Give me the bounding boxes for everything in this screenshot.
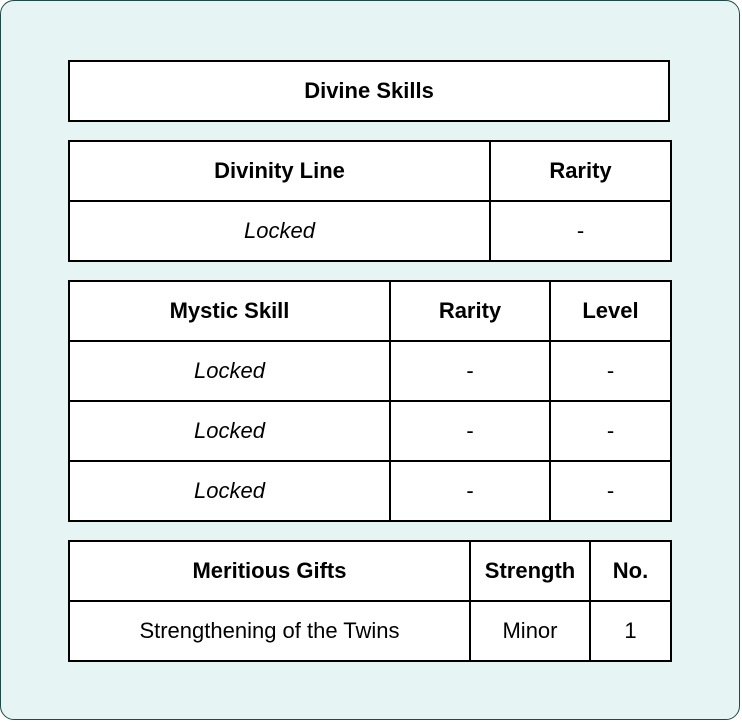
- table-header-row: Meritious Gifts Strength No.: [68, 540, 672, 602]
- table-row: Strengthening of the Twins Minor 1: [68, 600, 672, 662]
- header-strength: Strength: [469, 540, 591, 602]
- header-rarity: Rarity: [389, 280, 551, 342]
- rarity-value: -: [489, 200, 672, 262]
- header-mystic-skill: Mystic Skill: [68, 280, 391, 342]
- mystic-skill-table: Mystic Skill Rarity Level Locked - - Loc…: [68, 280, 672, 522]
- table-header-row: Mystic Skill Rarity Level: [68, 280, 672, 342]
- strength-value: Minor: [469, 600, 591, 662]
- page-title: Divine Skills: [68, 60, 670, 122]
- header-rarity: Rarity: [489, 140, 672, 202]
- gift-name-value: Strengthening of the Twins: [68, 600, 471, 662]
- header-level: Level: [549, 280, 672, 342]
- table-row: Locked - -: [68, 340, 672, 402]
- header-divinity-line: Divinity Line: [68, 140, 491, 202]
- mystic-skill-value: Locked: [68, 340, 391, 402]
- table-row: Locked - -: [68, 460, 672, 522]
- rarity-value: -: [389, 400, 551, 462]
- level-value: -: [549, 400, 672, 462]
- rarity-value: -: [389, 340, 551, 402]
- number-value: 1: [589, 600, 672, 662]
- header-meritious-gifts: Meritious Gifts: [68, 540, 471, 602]
- table-row: Locked - -: [68, 400, 672, 462]
- rarity-value: -: [389, 460, 551, 522]
- header-number: No.: [589, 540, 672, 602]
- mystic-skill-value: Locked: [68, 460, 391, 522]
- divinity-line-value: Locked: [68, 200, 491, 262]
- mystic-skill-value: Locked: [68, 400, 391, 462]
- level-value: -: [549, 460, 672, 522]
- level-value: -: [549, 340, 672, 402]
- divinity-table: Divinity Line Rarity Locked -: [68, 140, 672, 262]
- meritious-gifts-table: Meritious Gifts Strength No. Strengtheni…: [68, 540, 672, 662]
- table-header-row: Divinity Line Rarity: [68, 140, 672, 202]
- table-row: Locked -: [68, 200, 672, 262]
